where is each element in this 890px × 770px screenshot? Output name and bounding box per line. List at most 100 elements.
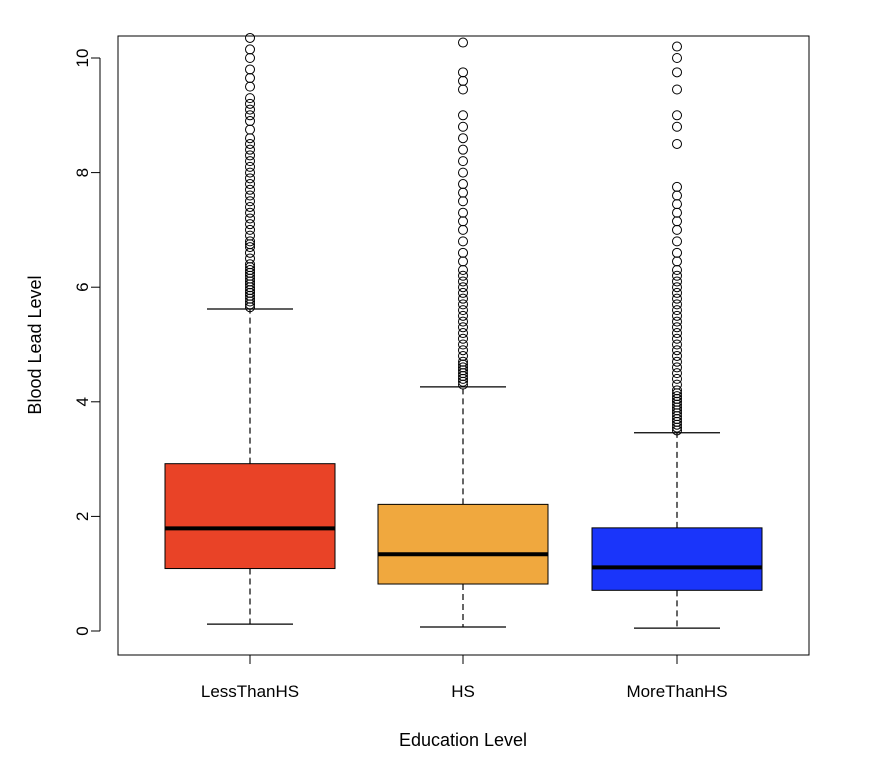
outlier-point (672, 256, 682, 267)
outlier-point (458, 144, 468, 155)
outlier-point (672, 350, 682, 361)
outlier-point (672, 199, 682, 210)
outlier-point (245, 98, 255, 109)
outlier-point (672, 181, 682, 192)
outlier-point (672, 362, 682, 373)
y-axis: 0 2 4 6 8 10 (73, 49, 101, 636)
outlier-point (245, 138, 255, 149)
outlier-point (672, 138, 682, 149)
outlier-point (245, 259, 255, 270)
y-tick-label: 6 (73, 282, 92, 291)
outlier-point (672, 247, 682, 258)
outlier-point (458, 270, 468, 281)
outlier-point (245, 150, 255, 161)
outlier-point (672, 270, 682, 281)
outlier-point (672, 84, 682, 95)
outlier-point (458, 196, 468, 207)
outlier-point (672, 345, 682, 356)
x-tick-label: LessThanHS (201, 682, 299, 701)
outlier-point (458, 224, 468, 235)
outlier-point (672, 236, 682, 247)
outlier-point (245, 219, 255, 230)
outlier-point (458, 207, 468, 218)
outliers (672, 41, 682, 436)
outlier-point (245, 133, 255, 144)
outlier-point (245, 242, 255, 253)
outlier-point (672, 391, 682, 402)
outlier-point (245, 173, 255, 184)
outlier-point (245, 81, 255, 92)
box-group-lessthanhs (164, 32, 336, 625)
outlier-point (458, 328, 468, 339)
outlier-point (245, 124, 255, 135)
outlier-point (672, 368, 682, 379)
outlier-point (458, 179, 468, 190)
outlier-point (458, 121, 468, 132)
outlier-point (245, 156, 255, 167)
outlier-point (245, 104, 255, 115)
outlier-point (672, 385, 682, 396)
outlier-point (245, 179, 255, 190)
outlier-point (458, 287, 468, 298)
outlier-point (672, 328, 682, 339)
outlier-point (672, 305, 682, 316)
outlier-point (672, 216, 682, 227)
outlier-point (245, 196, 255, 207)
outlier-point (458, 299, 468, 310)
outlier-point (672, 293, 682, 304)
outlier-point (245, 224, 255, 235)
outlier-point (458, 236, 468, 247)
outlier-point (458, 67, 468, 78)
outliers (245, 32, 255, 313)
outlier-point (672, 67, 682, 78)
box-group-morethanhs (591, 41, 763, 629)
outlier-point (245, 53, 255, 63)
boxes-layer (164, 32, 763, 629)
outlier-point (672, 110, 682, 121)
outlier-point (458, 333, 468, 344)
outlier-point (245, 110, 255, 121)
outlier-point (672, 53, 682, 63)
outlier-point (672, 276, 682, 287)
outlier-point (458, 339, 468, 350)
outlier-point (458, 282, 468, 293)
outlier-point (672, 379, 682, 390)
outlier-point (458, 37, 468, 48)
outlier-point (458, 156, 468, 167)
outlier-point (245, 93, 255, 104)
outlier-point (672, 322, 682, 333)
outlier-point (672, 356, 682, 367)
outlier-point (458, 305, 468, 316)
outlier-point (245, 167, 255, 178)
outlier-point (458, 256, 468, 267)
outlier-point (672, 333, 682, 344)
box-group-hs (377, 37, 549, 628)
outlier-point (245, 73, 255, 84)
outlier-point (672, 299, 682, 310)
y-tick-label: 0 (73, 626, 92, 635)
outlier-point (672, 121, 682, 132)
outlier-point (458, 310, 468, 321)
box-iqr (377, 503, 549, 585)
outlier-point (245, 190, 255, 201)
outlier-point (458, 216, 468, 227)
outlier-point (672, 41, 682, 52)
x-axis-title: Education Level (399, 730, 527, 750)
outlier-point (245, 184, 255, 195)
outlier-point (672, 287, 682, 298)
outlier-point (245, 207, 255, 218)
outlier-point (245, 236, 255, 247)
outlier-point (245, 161, 255, 172)
outliers (458, 37, 468, 390)
outlier-point (458, 133, 468, 144)
outlier-point (245, 64, 255, 75)
outlier-point (458, 75, 468, 86)
outlier-point (245, 44, 255, 55)
outlier-point (245, 201, 255, 212)
outlier-point (672, 265, 682, 276)
outlier-point (672, 207, 682, 218)
outlier-point (245, 32, 255, 43)
x-tick-label: HS (451, 682, 475, 701)
outlier-point (458, 167, 468, 178)
